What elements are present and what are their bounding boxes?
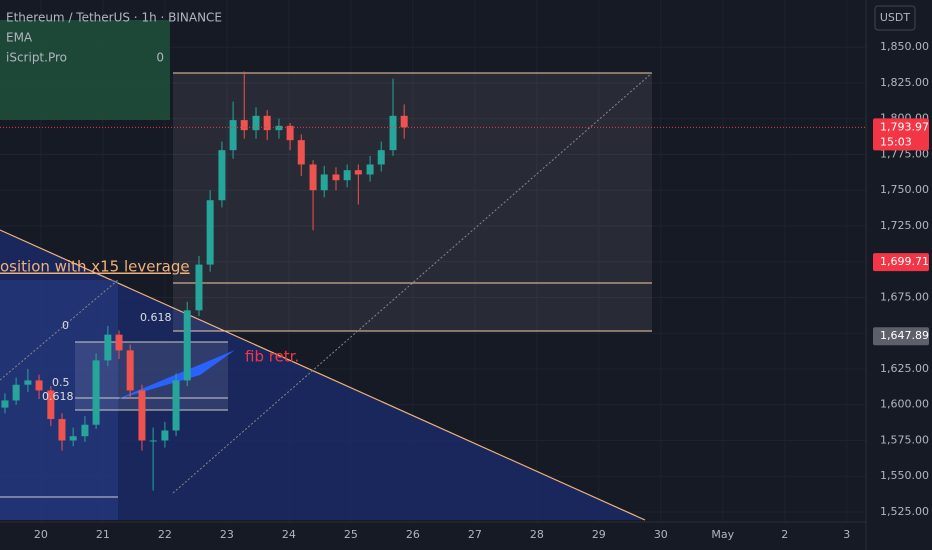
annotation: fib retr. bbox=[245, 348, 299, 366]
y-tick-label: 1,525.00 bbox=[880, 505, 929, 518]
y-tick-label: 1,675.00 bbox=[880, 290, 929, 303]
candle-body bbox=[138, 390, 146, 441]
x-tick-label: 23 bbox=[220, 528, 234, 541]
candle-body bbox=[366, 164, 374, 175]
range-box bbox=[173, 73, 652, 331]
x-tick-label: 20 bbox=[34, 528, 48, 541]
candle-body bbox=[229, 120, 237, 151]
y-tick-label: 1,625.00 bbox=[880, 362, 929, 375]
x-tick-label: May bbox=[711, 528, 734, 541]
y-tick-label: 1,825.00 bbox=[880, 76, 929, 89]
arrow bbox=[115, 350, 235, 400]
candle-body bbox=[47, 390, 55, 420]
price-label-time: 15:03 bbox=[880, 135, 912, 148]
candle-body bbox=[343, 170, 351, 181]
candle-body bbox=[81, 424, 89, 437]
candle-body bbox=[183, 310, 191, 381]
candle-body bbox=[115, 334, 123, 351]
fib-box bbox=[75, 342, 228, 410]
candle-body bbox=[104, 334, 112, 361]
x-tick-label: 26 bbox=[406, 528, 420, 541]
candle-body bbox=[35, 380, 43, 391]
candle-body bbox=[149, 440, 157, 442]
source: iScript.Pro bbox=[6, 51, 67, 65]
candle-body bbox=[240, 120, 248, 131]
candle-body bbox=[206, 200, 214, 265]
candle-body bbox=[172, 380, 180, 431]
price-label: 1,793.97 bbox=[880, 120, 929, 133]
candle-body bbox=[389, 115, 397, 151]
currency[interactable]: USDT bbox=[880, 11, 911, 24]
candle-body bbox=[69, 436, 77, 441]
symbol: Ethereum / TetherUS · 1h · BINANCE bbox=[6, 11, 222, 25]
x-tick-label: 25 bbox=[344, 528, 358, 541]
x-tick-label: 24 bbox=[282, 528, 296, 541]
candle-body bbox=[218, 150, 226, 201]
candle-body bbox=[12, 384, 20, 401]
y-tick-label: 1,600.00 bbox=[880, 398, 929, 411]
fib-label: 0.618 bbox=[42, 390, 74, 403]
x-tick-label: 28 bbox=[530, 528, 544, 541]
x-tick-label: 27 bbox=[468, 528, 482, 541]
currency-button[interactable] bbox=[874, 5, 916, 31]
price-label-bg bbox=[873, 253, 929, 272]
indicator: EMA bbox=[6, 31, 33, 45]
annotation: osition with x15 leverage bbox=[0, 258, 190, 276]
fib-label: 0.618 bbox=[140, 311, 172, 324]
x-tick-label: 22 bbox=[158, 528, 172, 541]
y-tick-label: 1,850.00 bbox=[880, 40, 929, 53]
y-tick-label: 1,575.00 bbox=[880, 433, 929, 446]
candle-body bbox=[161, 430, 169, 441]
candle-body bbox=[195, 264, 203, 311]
candle-body bbox=[286, 125, 294, 141]
candle-body bbox=[1, 400, 9, 408]
candle-body bbox=[400, 115, 408, 128]
price-label-bg bbox=[873, 118, 929, 151]
candle-body bbox=[275, 125, 283, 131]
x-tick-label: 21 bbox=[96, 528, 110, 541]
x-tick-label: 2 bbox=[781, 528, 788, 541]
legend-panel bbox=[0, 20, 170, 120]
y-tick-label: 1,775.00 bbox=[880, 147, 929, 160]
candle-body bbox=[252, 115, 260, 131]
candle-body bbox=[297, 140, 305, 165]
price-axis bbox=[866, 0, 932, 550]
candle-body bbox=[354, 170, 362, 175]
candle-body bbox=[263, 115, 271, 131]
candle-body bbox=[332, 174, 340, 181]
candle-body bbox=[126, 350, 134, 391]
candle-body bbox=[377, 150, 385, 165]
fib-label: 0.5 bbox=[52, 376, 70, 389]
diagonal bbox=[0, 279, 119, 381]
trend-line bbox=[0, 229, 646, 521]
candle-body bbox=[320, 174, 328, 191]
candle-body bbox=[92, 360, 100, 425]
x-tick-label: 30 bbox=[654, 528, 668, 541]
fib-label: 0 bbox=[62, 319, 69, 332]
candle-body bbox=[24, 380, 32, 385]
candle-body bbox=[309, 164, 317, 191]
x-tick-label: 29 bbox=[592, 528, 606, 541]
y-tick-label: 1,550.00 bbox=[880, 469, 929, 482]
candle-body bbox=[58, 419, 66, 441]
price-label: 1,699.71 bbox=[880, 255, 929, 268]
source-value: 0 bbox=[156, 51, 164, 65]
price-label-bg bbox=[873, 327, 929, 346]
price-label: 1,647.89 bbox=[880, 329, 929, 342]
x-tick-label: 3 bbox=[843, 528, 850, 541]
y-tick-label: 1,750.00 bbox=[880, 183, 929, 196]
y-tick-label: 1,725.00 bbox=[880, 219, 929, 232]
